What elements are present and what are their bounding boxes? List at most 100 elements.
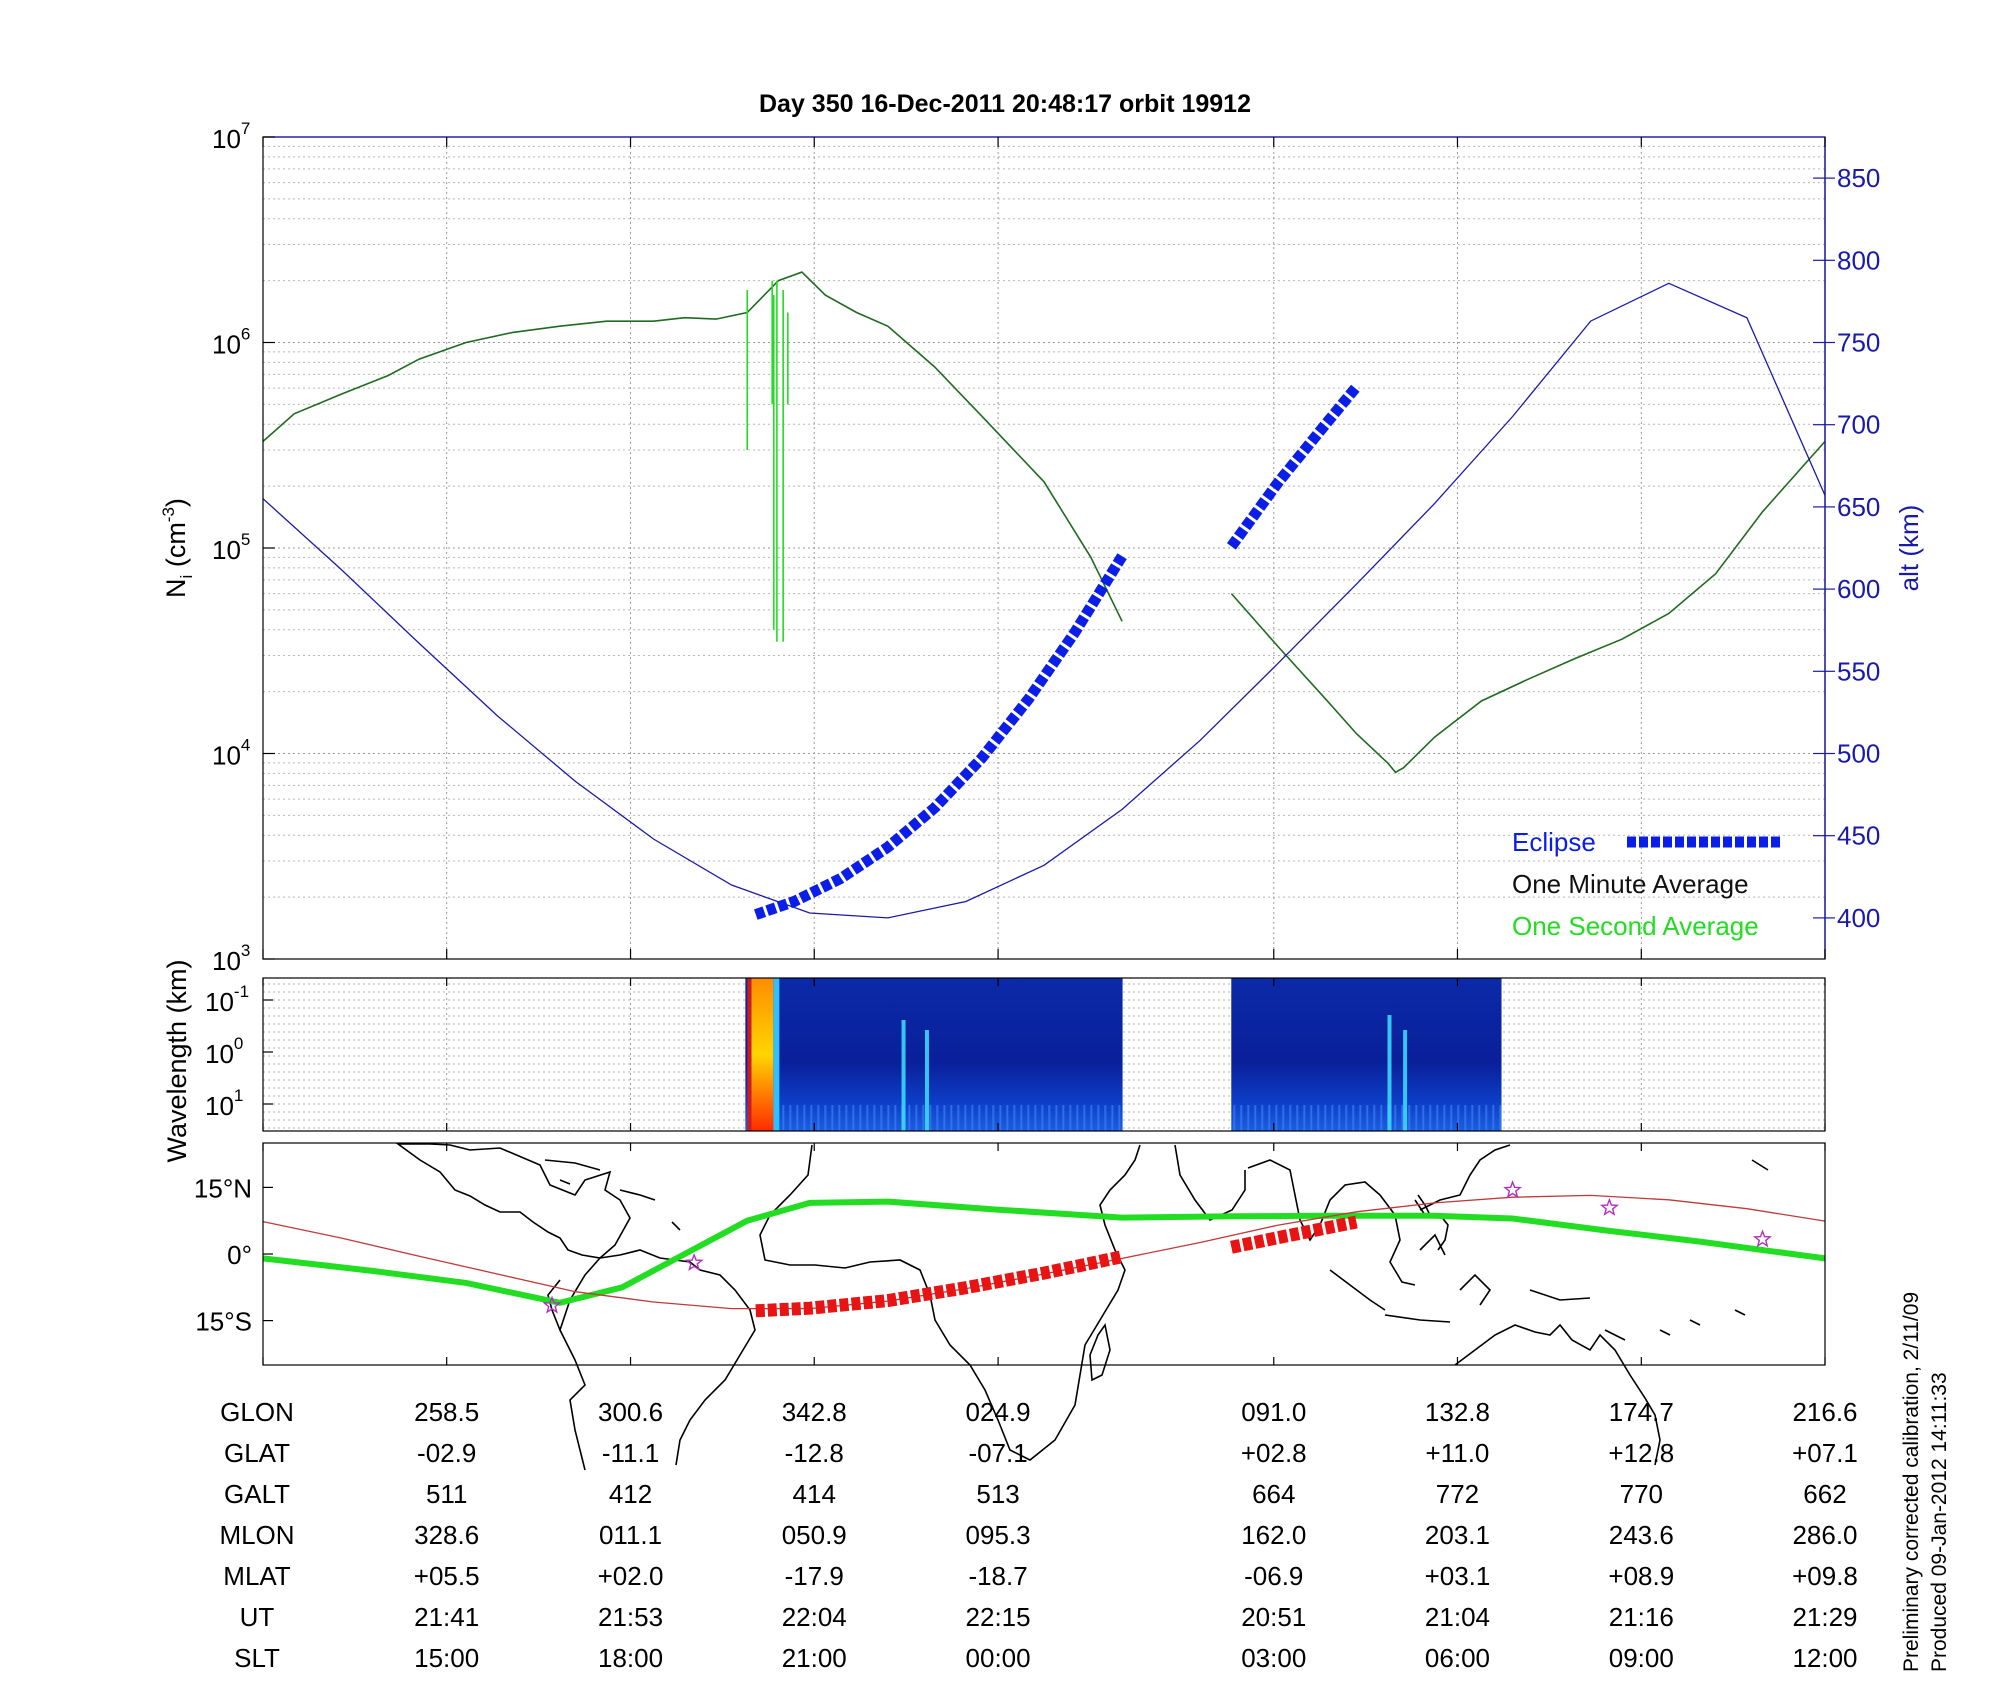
table-cell: +09.8 [1792, 1561, 1858, 1591]
table-cell: 050.9 [782, 1520, 847, 1550]
table-cell: 174.7 [1609, 1397, 1674, 1427]
table-cell: 513 [976, 1479, 1019, 1509]
coastline-philippines [1417, 1194, 1449, 1251]
table-cell: +03.1 [1425, 1561, 1491, 1591]
table-cell: -17.9 [785, 1561, 844, 1591]
legend-second-label: One Second Average [1512, 911, 1759, 941]
y-tick-label: 106 [212, 325, 250, 360]
table-cell: 21:53 [598, 1602, 663, 1632]
y2-tick-label: 700 [1837, 410, 1880, 440]
table-cell: 286.0 [1792, 1520, 1857, 1550]
altitude-line-2 [262, 282, 1826, 919]
spectrogram-cyan-streak [924, 1030, 929, 1131]
y2-tick-label: 750 [1837, 328, 1880, 358]
table-cell: 21:00 [782, 1643, 847, 1673]
table-cell: 09:00 [1609, 1643, 1674, 1673]
y2-tick-label: 400 [1837, 903, 1880, 933]
table-row-label: SLT [234, 1643, 280, 1673]
table-row-label: MLAT [223, 1561, 291, 1591]
coastline-indonesia [1329, 1199, 1591, 1323]
table-cell: -07.1 [968, 1438, 1027, 1468]
spectrogram-tick-label: 101 [205, 1086, 243, 1121]
eclipse-segment-4 [1226, 383, 1361, 550]
table-cell: 21:16 [1609, 1602, 1674, 1632]
coastline-arabia-india [1174, 1144, 1381, 1242]
footer-produced: Produced 09-Jan-2012 14:11:33 [1928, 1372, 1951, 1672]
y2-tick-label: 600 [1837, 574, 1880, 604]
spectrogram-burst [751, 978, 774, 1131]
table-row-label: GLAT [224, 1438, 290, 1468]
table-cell: -12.8 [785, 1438, 844, 1468]
y2-tick-label: 650 [1837, 492, 1880, 522]
table-cell: 06:00 [1425, 1643, 1490, 1673]
spectrogram-cyan-streak [901, 1020, 906, 1131]
table-cell: -18.7 [968, 1561, 1027, 1591]
table-cell: 664 [1252, 1479, 1295, 1509]
lat-tick-label: 15°N [194, 1173, 252, 1203]
legend-eclipse-label: Eclipse [1512, 827, 1596, 857]
chart-title: Day 350 16-Dec-2011 20:48:17 orbit 19912 [759, 90, 1251, 118]
density-line-0 [262, 271, 1123, 622]
x-axis-ticks [262, 137, 1826, 1365]
density-line-1 [1230, 440, 1826, 774]
table-cell: 011.1 [599, 1520, 662, 1550]
table-cell: 342.8 [782, 1397, 847, 1427]
table-cell: -02.9 [417, 1438, 476, 1468]
table-cell: 203.1 [1425, 1520, 1490, 1550]
star-marker-icon [1503, 1180, 1523, 1199]
star-marker-icon [542, 1295, 562, 1314]
y2-axis-label: alt (km) [1894, 505, 1924, 592]
spectrogram-blocks [745, 978, 1502, 1131]
coastline-australia [1454, 1323, 1661, 1466]
star-marker-icon [1599, 1197, 1619, 1216]
star-marker-icon [1753, 1229, 1772, 1248]
y2-tick-label: 850 [1837, 163, 1880, 193]
table-cell: +02.8 [1241, 1438, 1307, 1468]
table-cell: 12:00 [1792, 1643, 1857, 1673]
coastline-pacific-islands [1604, 1159, 1769, 1341]
table-cell: 21:29 [1792, 1602, 1857, 1632]
spectrogram-cyan-streak [1403, 1030, 1408, 1131]
coastline-africa [759, 1144, 1141, 1461]
map-lat-ticks: 15°N 0° 15°S [194, 1173, 273, 1337]
table-cell: 21:04 [1425, 1602, 1490, 1632]
table-cell: 22:15 [966, 1602, 1031, 1632]
ephemeris-table: GLON 258.5 300.6 342.8 024.9 091.0 132.8 174.7 2… [219, 1397, 1857, 1673]
y-tick-label: 103 [212, 941, 250, 976]
table-cell: 091.0 [1241, 1397, 1306, 1427]
table-cell: 18:00 [598, 1643, 663, 1673]
star-marker-icon [684, 1252, 704, 1272]
table-cell: 328.6 [414, 1520, 479, 1550]
table-cell: +07.1 [1792, 1438, 1858, 1468]
table-cell: 412 [609, 1479, 652, 1509]
coastlines [395, 1143, 1769, 1471]
table-cell: 216.6 [1792, 1397, 1857, 1427]
map-frame [262, 1142, 1826, 1366]
y-axis-label: Ni (cm-3) [159, 498, 196, 598]
table-cell: 22:04 [782, 1602, 847, 1632]
y-tick-label: 107 [212, 119, 250, 154]
map-series [262, 1194, 1826, 1318]
table-cell: +05.5 [414, 1561, 480, 1591]
y-tick-label: 105 [212, 530, 250, 565]
magnetic-equator-0 [262, 1198, 1826, 1306]
table-cell: +02.0 [598, 1561, 664, 1591]
table-row-label: MLON [219, 1520, 294, 1550]
table-cell: 258.5 [414, 1397, 479, 1427]
coastline-southeast-asia [1379, 1144, 1511, 1286]
table-cell: 243.6 [1609, 1520, 1674, 1550]
left-axis-ticks: 103 104 105 106 107 [212, 119, 275, 976]
coastline-madagascar [1089, 1323, 1111, 1382]
coastline-caribbean [544, 1159, 681, 1231]
table-cell: 095.3 [966, 1520, 1031, 1550]
density-altitude-panel: 103 104 105 106 107 400 450 500 550 600 650 700 750… [159, 119, 1924, 976]
table-cell: +08.9 [1608, 1561, 1674, 1591]
table-cell: +11.0 [1426, 1438, 1490, 1468]
eclipse-segment-3 [754, 553, 1127, 920]
eclipse-track-2 [755, 1250, 1124, 1318]
table-row-label: GALT [224, 1479, 290, 1509]
table-cell: 21:41 [414, 1602, 479, 1632]
table-cell: 511 [426, 1479, 467, 1509]
right-axis-ticks: 400 450 500 550 600 650 700 750 800 850 [1813, 163, 1880, 933]
lat-tick-label: 0° [227, 1240, 252, 1270]
